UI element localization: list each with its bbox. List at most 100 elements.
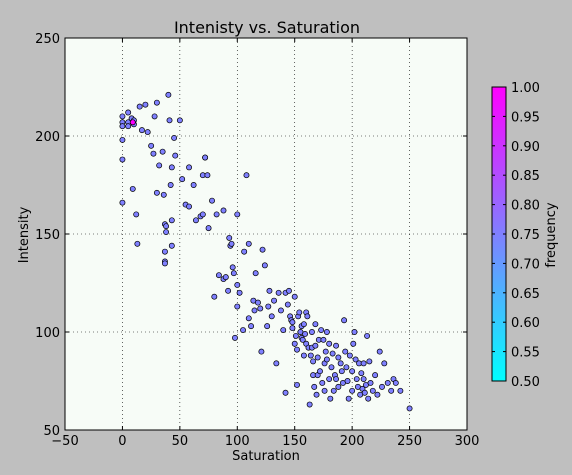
data-point [322, 348, 329, 355]
data-point [204, 172, 211, 179]
data-point [199, 211, 206, 218]
x-tick-label: 250 [397, 434, 422, 449]
x-tick-label: 300 [455, 434, 480, 449]
data-point [192, 217, 199, 224]
data-point [148, 142, 155, 149]
data-point [318, 327, 325, 333]
data-point [286, 287, 292, 294]
data-point [372, 372, 379, 379]
y-tick-label: 250 [35, 32, 60, 47]
data-point [234, 303, 241, 310]
data-point [209, 197, 215, 204]
data-point [306, 401, 313, 408]
data-point [335, 383, 342, 390]
colorbar-ticks: 0.50 0.55 0.60 0.65 0.70 0.75 0.80 0.85 0.90 0.95… [492, 81, 540, 390]
data-point [342, 348, 349, 355]
data-point [366, 358, 373, 365]
data-point [341, 317, 348, 324]
colorbar-tick-label: 0.55 [511, 346, 540, 361]
data-point [360, 376, 367, 382]
data-point [326, 340, 333, 347]
data-point [129, 185, 136, 192]
data-point [151, 113, 158, 120]
data-point [243, 172, 250, 179]
data-point [125, 109, 132, 116]
data-point [168, 217, 175, 224]
data-point [161, 248, 168, 255]
colorbar-tick-label: 0.95 [511, 110, 540, 125]
data-point [337, 360, 344, 367]
data-point [326, 376, 333, 382]
data-point [364, 332, 371, 339]
data-point [345, 395, 352, 402]
data-point [119, 156, 126, 163]
x-tick-label: 200 [340, 434, 365, 449]
x-tick-label: 50 [172, 434, 189, 449]
data-point [268, 313, 275, 320]
data-point [388, 387, 395, 394]
data-point [379, 383, 385, 390]
data-point [159, 148, 166, 155]
data-point [240, 327, 246, 333]
data-point [171, 135, 178, 141]
data-point [280, 327, 287, 333]
data-point [144, 129, 151, 136]
data-point [160, 191, 167, 198]
data-point [241, 248, 248, 255]
data-point [165, 91, 172, 98]
data-point [213, 211, 220, 218]
data-point [296, 309, 303, 316]
data-point [277, 307, 284, 314]
colorbar-tick-label: 0.85 [511, 169, 540, 184]
data-point [168, 242, 175, 249]
data-point [163, 229, 170, 235]
grid [65, 38, 467, 430]
data-point [251, 307, 258, 314]
data-point [365, 395, 372, 402]
data-point [308, 329, 315, 335]
data-point [234, 282, 241, 288]
data-point [284, 301, 291, 308]
data-point [381, 360, 388, 367]
data-point [358, 370, 365, 377]
data-point [327, 395, 334, 402]
data-point [153, 189, 160, 196]
data-point [321, 387, 328, 394]
data-point [186, 203, 192, 210]
data-point [232, 334, 238, 341]
data-point [264, 323, 271, 330]
data-point [349, 368, 356, 375]
x-tick-label: 150 [282, 434, 307, 449]
data-point [265, 303, 272, 310]
y-tick-label: 150 [35, 228, 60, 243]
data-point [300, 321, 307, 328]
data-point [273, 360, 280, 367]
data-point [333, 376, 340, 382]
data-point [292, 332, 299, 339]
data-point [225, 287, 232, 294]
data-point [282, 389, 289, 396]
data-point [230, 270, 237, 277]
data-point [323, 356, 330, 363]
data-point [245, 315, 252, 322]
data-point [167, 182, 174, 188]
data-point [179, 176, 186, 183]
data-point [259, 246, 266, 253]
data-point [166, 117, 173, 124]
colorbar-label: frequency [544, 202, 559, 268]
data-point [156, 162, 163, 169]
data-point [248, 323, 255, 330]
data-point [333, 342, 340, 349]
data-point [186, 164, 192, 171]
data-point [190, 182, 197, 188]
data-point [150, 150, 157, 157]
data-point [229, 264, 236, 271]
data-point [323, 329, 330, 335]
data-point [335, 354, 342, 361]
x-axis-label: Saturation [232, 449, 300, 464]
data-point [205, 225, 212, 232]
data-point [220, 207, 227, 214]
data-point [384, 380, 391, 386]
data-point [361, 389, 368, 396]
data-point [294, 381, 300, 388]
